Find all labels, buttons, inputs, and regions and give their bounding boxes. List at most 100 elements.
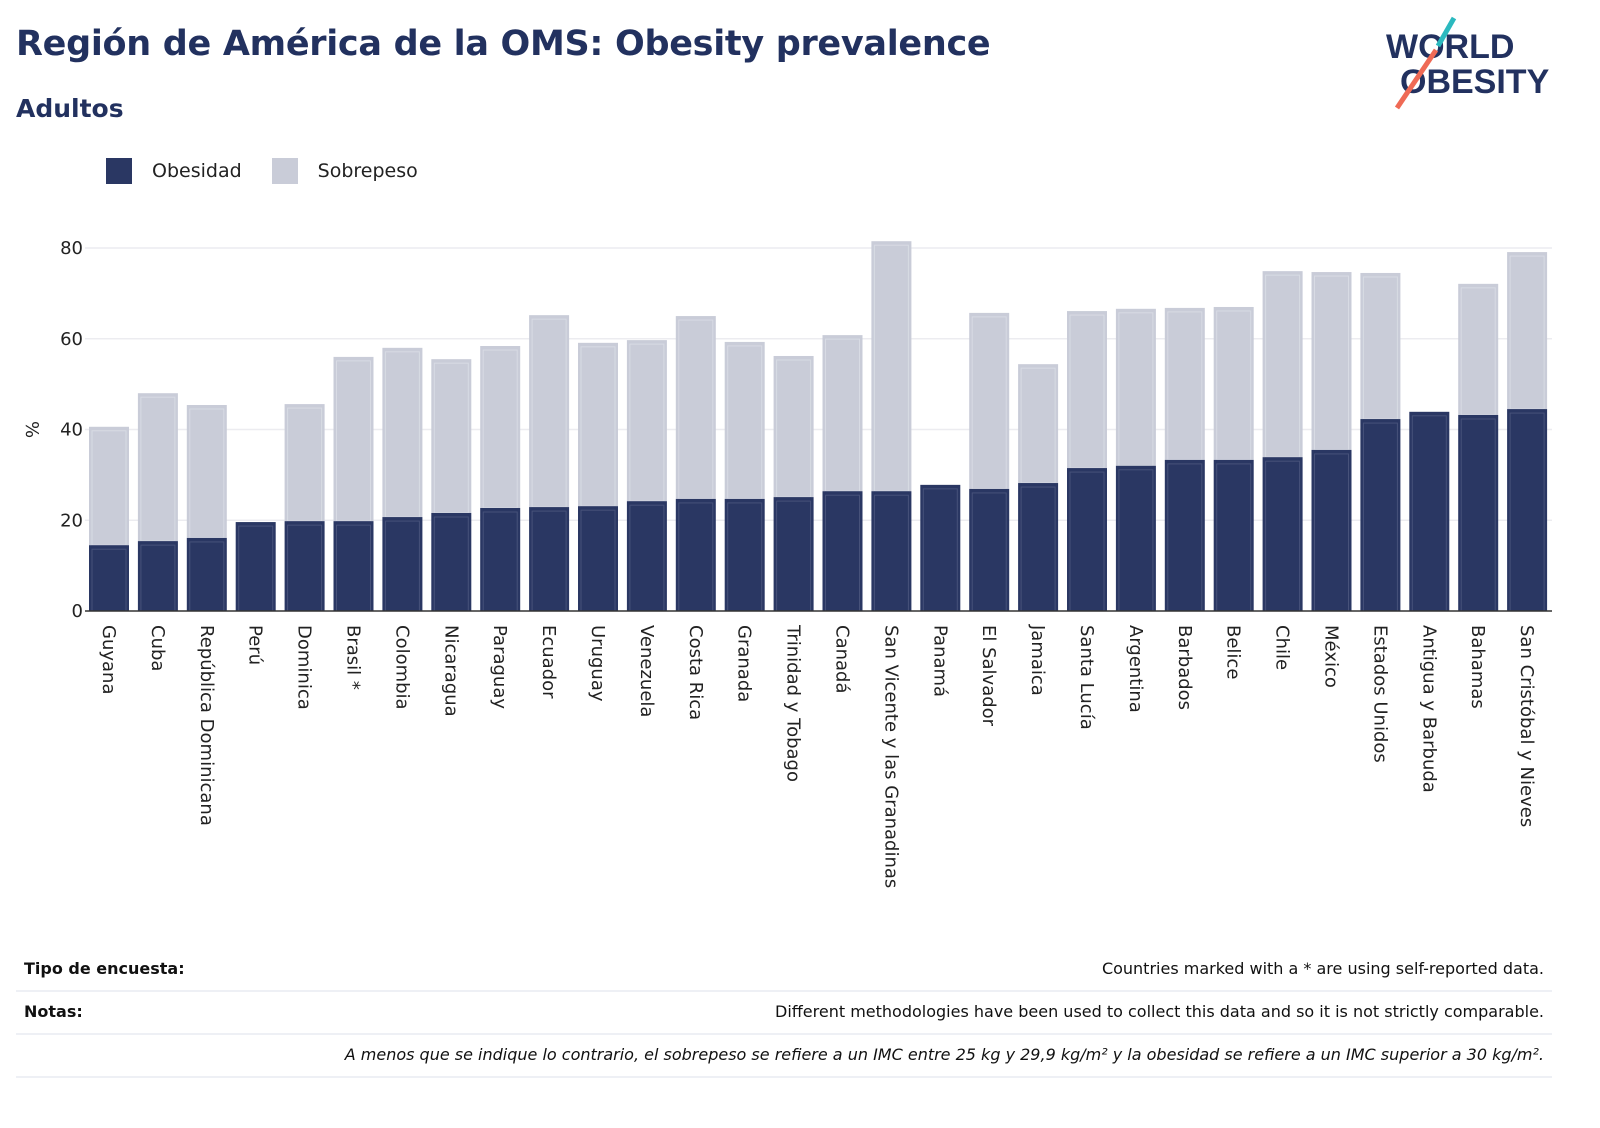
bar-sobrepeso (284, 404, 325, 522)
bar-obesidad (1262, 457, 1303, 611)
legend: Obesidad Sobrepeso (106, 158, 448, 184)
bar-obesidad (1360, 419, 1401, 611)
legend-item-sobrepeso[interactable]: Sobrepeso (271, 158, 418, 184)
bar-obesidad (1458, 414, 1499, 611)
bar-obesidad (969, 488, 1010, 611)
legend-label: Sobrepeso (317, 160, 418, 182)
bar-sobrepeso (1213, 306, 1254, 460)
bar-sobrepeso (1507, 252, 1548, 410)
x-tick-label: El Salvador (978, 625, 999, 727)
bar-obesidad (871, 491, 912, 611)
x-tick-label: Chile (1272, 625, 1293, 670)
x-tick-label: Antigua y Barbuda (1418, 625, 1439, 793)
chart-title: Región de América de la OMS: Obesity pre… (16, 24, 991, 64)
y-tick-label: 60 (60, 329, 83, 350)
bar-sobrepeso (724, 341, 765, 499)
legend-item-obesidad[interactable]: Obesidad (106, 158, 242, 184)
bar-obesidad (1311, 449, 1352, 611)
x-tick-label: Granada (734, 625, 755, 702)
x-tick-label: República Dominicana (196, 625, 217, 826)
bar-sobrepeso (333, 356, 374, 522)
bar-sobrepeso (626, 340, 667, 502)
bar-obesidad (89, 545, 129, 611)
legend-swatch-sobrepeso (271, 158, 298, 184)
footer-label: Notas: (24, 1002, 83, 1021)
x-tick-label: Nicaragua (440, 625, 461, 717)
bar-sobrepeso-inner (1509, 255, 1545, 410)
x-tick-label: Panamá (929, 625, 950, 697)
x-tick-label: San Vicente y las Granadinas (880, 625, 901, 888)
bar-sobrepeso (137, 393, 178, 542)
bar-obesidad (382, 517, 423, 611)
bar-sobrepeso (1458, 283, 1499, 415)
bar-obesidad (186, 537, 227, 611)
legend-label: Obesidad (152, 160, 242, 182)
footer-value: A menos que se indique lo contrario, el … (344, 1045, 1544, 1064)
bar-sobrepeso (1164, 307, 1205, 460)
bar-sobrepeso-inner (189, 408, 225, 539)
bar-sobrepeso (431, 359, 472, 513)
footer-row-notes: Notas: Different methodologies have been… (16, 991, 1552, 1035)
bar-sobrepeso (578, 342, 618, 507)
x-tick-label: Estados Unidos (1369, 625, 1390, 763)
x-tick-label: Cuba (147, 625, 168, 671)
bar-obesidad (920, 484, 961, 611)
bar-obesidad (1018, 483, 1059, 611)
y-axis-label: % (21, 421, 42, 438)
x-tick-label: Uruguay (587, 625, 608, 702)
x-tick-label: Belice (1223, 625, 1244, 679)
bar-obesidad (1409, 411, 1450, 611)
bar-sobrepeso (871, 241, 912, 492)
x-tick-label: Bahamas (1467, 625, 1488, 709)
bar-sobrepeso (1262, 271, 1303, 458)
footer-value: Countries marked with a * are using self… (1101, 959, 1544, 978)
x-tick-label: Colombia (391, 625, 412, 710)
x-tick-label: Brasil * (343, 625, 364, 690)
bar-sobrepeso (529, 315, 570, 508)
bar-obesidad (626, 501, 667, 611)
x-tick-label: Costa Rica (685, 625, 706, 720)
x-tick-label: Paraguay (489, 625, 510, 709)
y-tick-label: 40 (60, 420, 83, 441)
bar-obesidad (578, 506, 618, 611)
x-tick-label: Venezuela (636, 625, 657, 717)
bar-obesidad (773, 497, 814, 611)
y-tick-label: 0 (72, 601, 83, 622)
bar-obesidad (724, 498, 765, 611)
bar-obesidad (1067, 468, 1107, 611)
bar-sobrepeso (675, 316, 716, 499)
bar-obesidad (822, 491, 863, 611)
x-tick-label: Canadá (832, 625, 853, 694)
bar-sobrepeso (480, 346, 521, 508)
bar-obesidad (480, 507, 521, 611)
svg-text:WORLD: WORLD (1386, 28, 1514, 66)
legend-swatch-obesidad (106, 158, 132, 184)
y-tick-label: 20 (60, 510, 83, 531)
bar-obesidad (235, 522, 276, 611)
x-tick-label: Ecuador (538, 625, 559, 699)
x-tick-label: Dominica (294, 625, 315, 710)
x-tick-label: Santa Lucía (1076, 625, 1097, 730)
bar-chart: 0 20 40 60 80% Guyana Cuba República Dominicana… (21, 238, 1552, 888)
bar-obesidad (284, 521, 325, 611)
x-tick-label: Trinidad y Tobago (783, 624, 804, 782)
footer-label: Tipo de encuesta: (24, 959, 185, 978)
footer-row-survey: Tipo de encuesta: Countries marked with … (16, 948, 1552, 992)
bar-sobrepeso (1067, 311, 1107, 469)
x-tick-label: Guyana (98, 625, 119, 694)
bar-obesidad (137, 541, 178, 611)
chart-subtitle: Adultos (16, 94, 124, 123)
bar-sobrepeso (773, 355, 814, 498)
bar-sobrepeso (186, 404, 227, 538)
bar-sobrepeso (382, 347, 423, 518)
x-tick-label: Jamaica (1027, 624, 1048, 696)
bar-obesidad (333, 521, 374, 611)
bar-obesidad (529, 507, 570, 611)
x-tick-label: San Cristóbal y Nieves (1516, 625, 1537, 827)
bar-sobrepeso (89, 426, 129, 546)
x-tick-label: Barbados (1174, 625, 1195, 710)
x-tick-label: México (1321, 625, 1342, 688)
bar-sobrepeso-inner (287, 407, 323, 522)
x-tick-label: Argentina (1125, 625, 1146, 713)
bar-obesidad (431, 512, 472, 611)
